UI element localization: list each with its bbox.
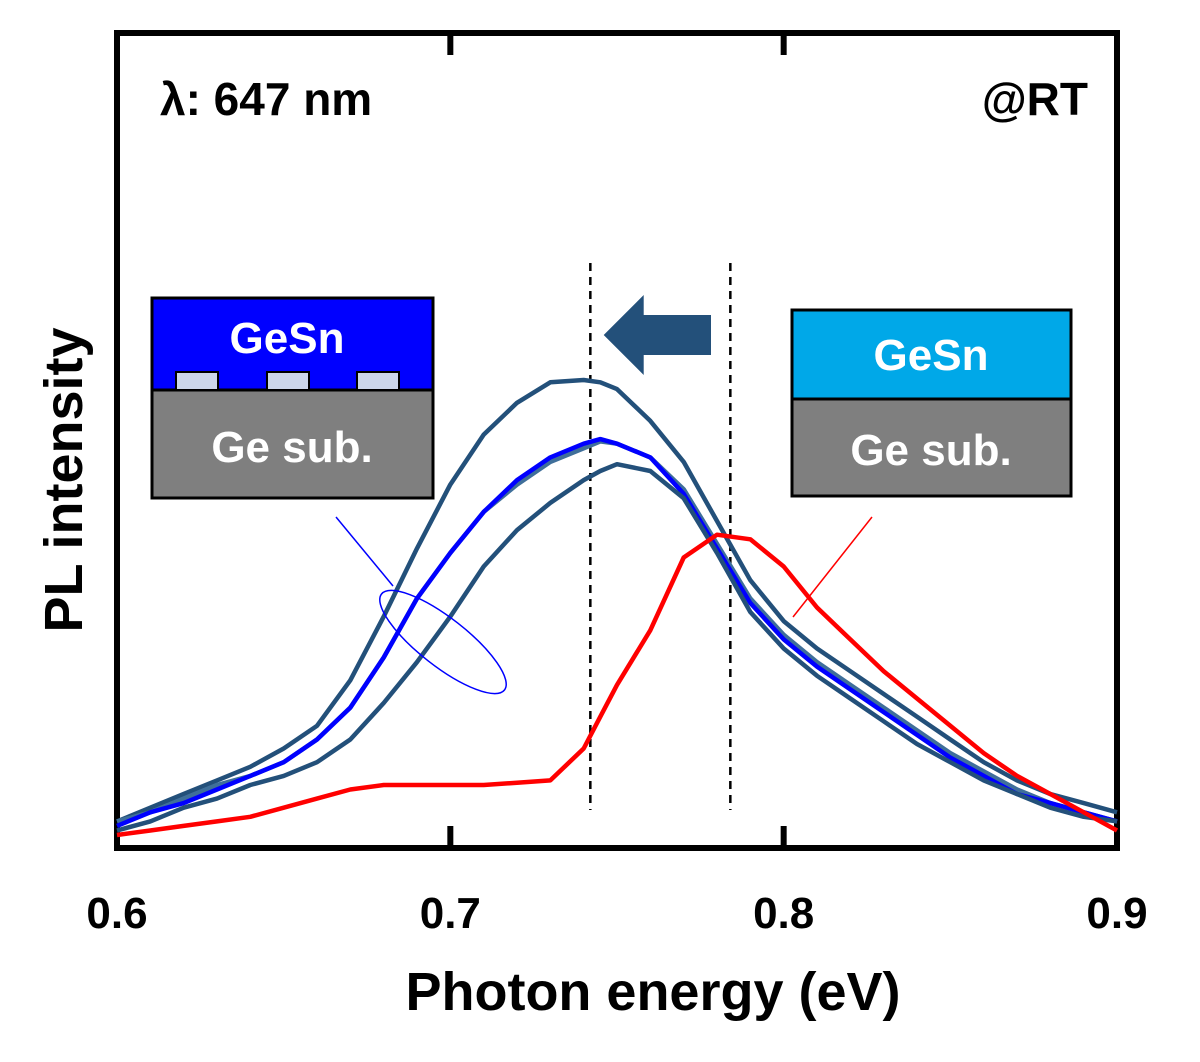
left-inset-pattern-block-3 [356,371,400,391]
right-inset-gesn-layer [790,308,1073,401]
left-inset-pattern-block-1 [175,371,219,391]
left-inset-ge-substrate [150,388,435,500]
series-line-4 [116,461,1118,833]
shift-arrow [603,295,711,375]
right-inset-ge-substrate [790,397,1073,498]
room-temperature-label: @RT [982,73,1088,125]
x-tick-label: 0.8 [753,889,814,938]
series-line-3 [116,436,1118,828]
series-group [116,377,1119,838]
right-inset-gesn-label: GeSn [874,331,989,380]
x-ticks [447,33,787,848]
excitation-wavelength-label: λ: 647 nm [160,73,372,125]
x-tick-label: 0.7 [420,889,481,938]
right-inset-diagram: GeSn Ge sub. [790,308,1073,498]
left-inset-gesn-label: GeSn [230,314,345,363]
right-callout-line [792,516,873,618]
right-inset-substrate-label: Ge sub. [850,426,1011,475]
series-line-1 [116,377,1118,824]
x-tick-label: 0.6 [86,889,147,938]
series-line-5 [116,532,1119,838]
left-callout-line [335,516,394,587]
x-tick-label: 0.9 [1086,889,1147,938]
x-tick-labels: 0.6 0.7 0.8 0.9 [86,889,1147,938]
left-inset-substrate-label: Ge sub. [211,423,372,472]
y-axis-title: PL intensity [34,327,94,632]
left-inset-diagram: GeSn Ge sub. [150,296,435,500]
left-arrow-shape [603,295,711,375]
x-axis-title: Photon energy (eV) [405,962,900,1022]
left-callout-ellipse [379,589,507,695]
left-inset-pattern-block-2 [266,371,310,391]
